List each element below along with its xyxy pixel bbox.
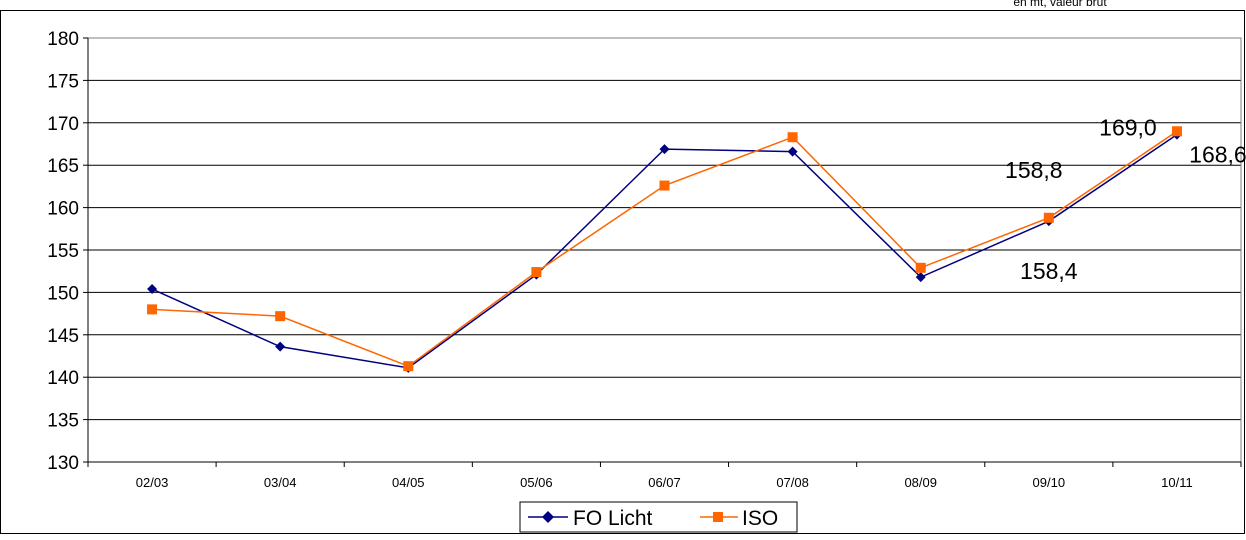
x-tick-label: 02/03 xyxy=(136,475,169,490)
x-tick-label: 09/10 xyxy=(1033,475,1066,490)
series-layer xyxy=(147,126,1182,373)
y-tick-label: 175 xyxy=(47,71,79,92)
data-point-1 xyxy=(275,311,286,322)
legend-label-fo-licht: FO Licht xyxy=(573,507,653,530)
x-axis: 02/03 03/04 04/05 05/06 06/07 07/08 08/09 09/10… xyxy=(87,461,1242,490)
data-label: 158,8 xyxy=(1005,157,1063,183)
y-tick-label: 160 xyxy=(47,199,79,220)
y-tick-label: 130 xyxy=(47,453,79,474)
x-tick-label: 10/11 xyxy=(1161,475,1193,490)
legend: FO Licht ISO xyxy=(519,501,798,533)
legend-marker-iso xyxy=(713,512,723,522)
data-point-0 xyxy=(659,144,670,155)
x-tick-label: 06/07 xyxy=(648,475,681,490)
data-point-1 xyxy=(147,304,158,315)
data-label: 168,6 xyxy=(1189,142,1246,168)
legend-label-iso: ISO xyxy=(742,507,778,530)
x-tick-label: 08/09 xyxy=(904,475,937,490)
data-point-1 xyxy=(403,361,414,372)
data-point-1 xyxy=(1171,126,1182,137)
data-point-1 xyxy=(787,132,798,143)
x-tick-label: 04/05 xyxy=(392,475,425,490)
data-label: 158,4 xyxy=(1020,258,1078,284)
data-point-1 xyxy=(659,180,670,191)
y-tick-label: 170 xyxy=(47,114,79,135)
y-axis: 130 135 140 145 150 155 160 165 170 175 180 xyxy=(47,29,89,474)
data-point-1 xyxy=(915,262,926,273)
y-tick-label: 145 xyxy=(47,326,79,347)
y-tick-label: 155 xyxy=(47,241,79,262)
y-tick-label: 135 xyxy=(47,411,79,432)
chart-border xyxy=(0,10,1245,534)
data-point-1 xyxy=(1043,212,1054,223)
data-point-0 xyxy=(147,284,158,295)
x-tick-label: 03/04 xyxy=(264,475,297,490)
data-point-0 xyxy=(275,341,286,352)
y-tick-label: 165 xyxy=(47,156,79,177)
corner-note: en mt, valeur brut xyxy=(1013,0,1107,9)
data-labels: 158,4 158,8 169,0 168,6 xyxy=(1005,114,1246,284)
data-point-0 xyxy=(787,146,798,157)
gridlines xyxy=(88,79,1241,421)
y-tick-label: 150 xyxy=(47,283,79,304)
data-label: 169,0 xyxy=(1099,114,1157,140)
x-tick-label: 05/06 xyxy=(520,475,553,490)
legend-marker-fo-licht xyxy=(542,511,554,523)
x-tick-label: 07/08 xyxy=(776,475,809,490)
y-tick-label: 180 xyxy=(47,29,79,50)
data-point-1 xyxy=(531,267,542,278)
data-point-0 xyxy=(915,272,926,283)
y-tick-label: 140 xyxy=(47,368,79,389)
